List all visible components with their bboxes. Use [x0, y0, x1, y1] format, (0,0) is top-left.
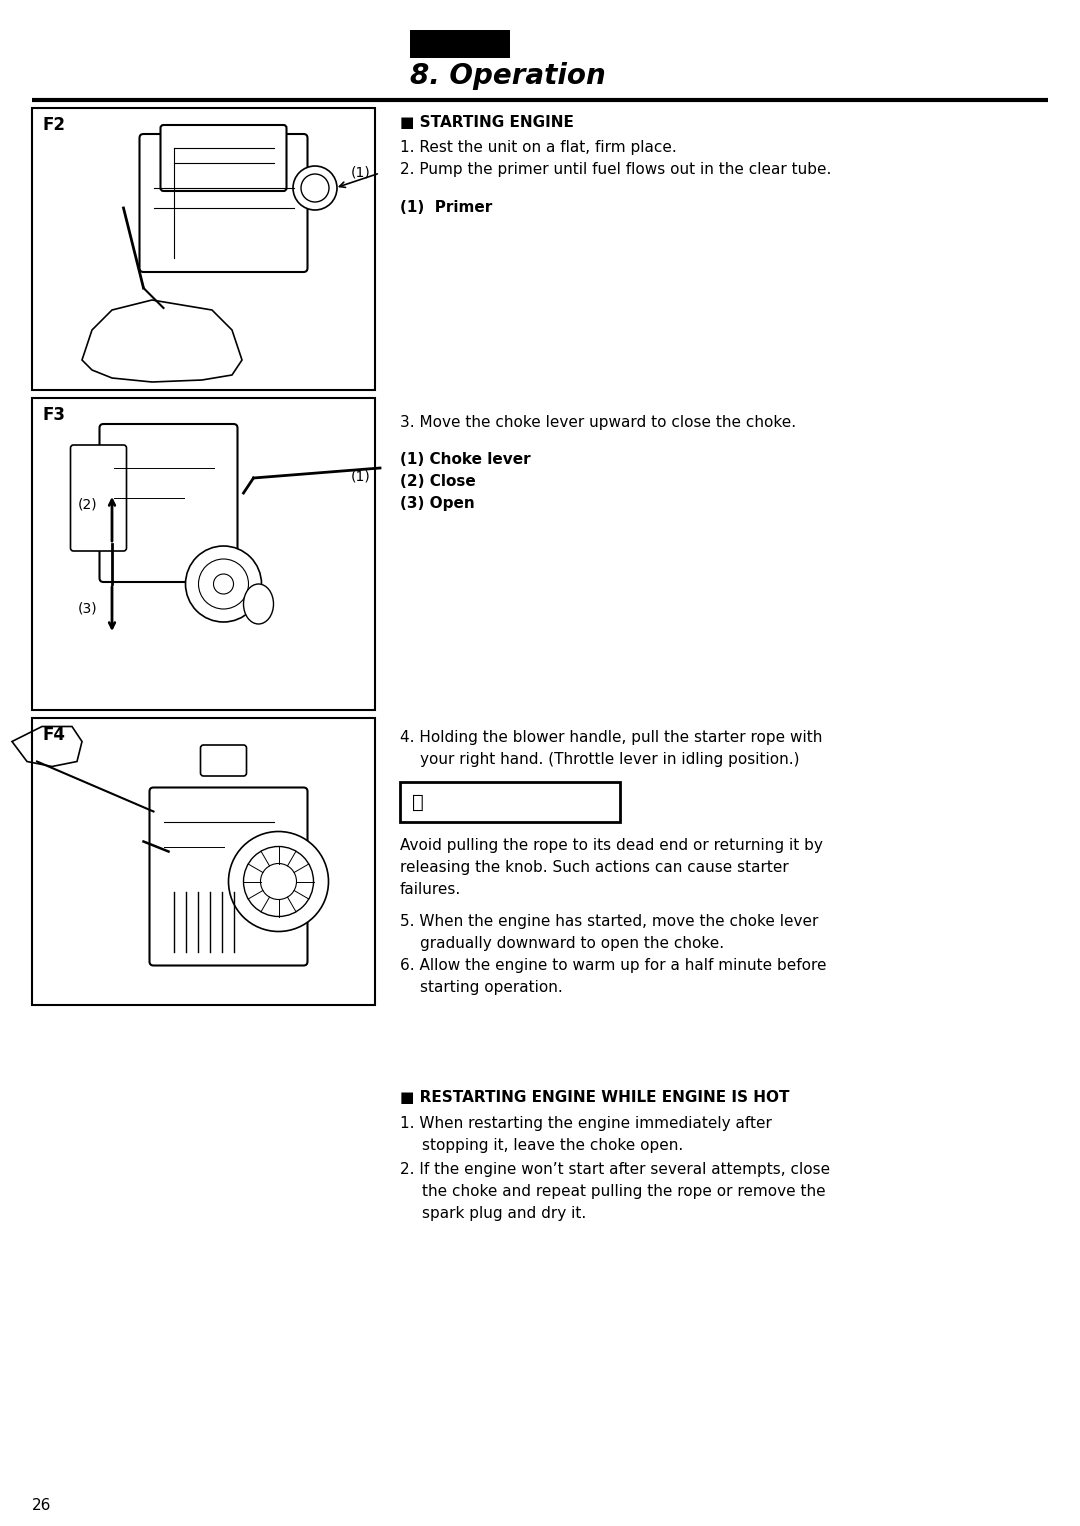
- Text: 📖: 📖: [413, 792, 423, 812]
- Circle shape: [243, 847, 313, 917]
- Circle shape: [293, 166, 337, 211]
- Text: ■ STARTING ENGINE: ■ STARTING ENGINE: [400, 114, 573, 130]
- Text: spark plug and dry it.: spark plug and dry it.: [422, 1206, 586, 1221]
- Text: (1) Choke lever: (1) Choke lever: [400, 452, 530, 467]
- Circle shape: [301, 174, 329, 201]
- Circle shape: [229, 832, 328, 931]
- Text: stopping it, leave the choke open.: stopping it, leave the choke open.: [422, 1138, 684, 1154]
- Text: (3) Open: (3) Open: [400, 496, 475, 511]
- FancyBboxPatch shape: [99, 424, 238, 581]
- Text: releasing the knob. Such actions can cause starter: releasing the knob. Such actions can cau…: [400, 861, 788, 874]
- Text: gradually downward to open the choke.: gradually downward to open the choke.: [420, 935, 724, 951]
- Text: 2. If the engine won’t start after several attempts, close: 2. If the engine won’t start after sever…: [400, 1161, 831, 1177]
- Text: 1. Rest the unit on a flat, firm place.: 1. Rest the unit on a flat, firm place.: [400, 140, 677, 156]
- FancyBboxPatch shape: [70, 446, 126, 551]
- Text: F4: F4: [42, 726, 65, 745]
- Text: starting operation.: starting operation.: [420, 980, 563, 995]
- Bar: [32, 108, 375, 391]
- Text: 2. Pump the primer until fuel flows out in the clear tube.: 2. Pump the primer until fuel flows out …: [400, 162, 832, 177]
- Bar: [400, 781, 620, 823]
- Text: English: English: [429, 38, 491, 52]
- FancyBboxPatch shape: [161, 125, 286, 191]
- Text: 5. When the engine has started, move the choke lever: 5. When the engine has started, move the…: [400, 914, 819, 929]
- Text: 3. Move the choke lever upward to close the choke.: 3. Move the choke lever upward to close …: [400, 415, 796, 430]
- FancyBboxPatch shape: [139, 134, 308, 272]
- Bar: [32, 398, 375, 710]
- Circle shape: [199, 559, 248, 609]
- FancyBboxPatch shape: [201, 745, 246, 777]
- Text: 8. Operation: 8. Operation: [410, 63, 606, 90]
- Text: 4. Holding the blower handle, pull the starter rope with: 4. Holding the blower handle, pull the s…: [400, 729, 822, 745]
- Text: (2): (2): [78, 497, 97, 511]
- Text: your right hand. (Throttle lever in idling position.): your right hand. (Throttle lever in idli…: [420, 752, 799, 768]
- Text: NOTE: NOTE: [470, 794, 525, 810]
- Text: F2: F2: [42, 116, 65, 134]
- Text: failures.: failures.: [400, 882, 461, 897]
- Circle shape: [260, 864, 297, 899]
- Ellipse shape: [243, 584, 273, 624]
- Text: (2) Close: (2) Close: [400, 475, 476, 488]
- Text: Avoid pulling the rope to its dead end or returning it by: Avoid pulling the rope to its dead end o…: [400, 838, 823, 853]
- Text: 6. Allow the engine to warm up for a half minute before: 6. Allow the engine to warm up for a hal…: [400, 958, 826, 974]
- Text: the choke and repeat pulling the rope or remove the: the choke and repeat pulling the rope or…: [422, 1184, 825, 1199]
- FancyBboxPatch shape: [149, 787, 308, 966]
- Bar: [410, 31, 510, 58]
- Bar: [32, 719, 375, 1006]
- Text: 1. When restarting the engine immediately after: 1. When restarting the engine immediatel…: [400, 1116, 772, 1131]
- Text: (1): (1): [350, 166, 370, 180]
- Text: ■ RESTARTING ENGINE WHILE ENGINE IS HOT: ■ RESTARTING ENGINE WHILE ENGINE IS HOT: [400, 1090, 789, 1105]
- Text: F3: F3: [42, 406, 65, 424]
- Text: 26: 26: [32, 1499, 52, 1512]
- Text: (3): (3): [78, 601, 97, 617]
- Circle shape: [214, 574, 233, 594]
- Text: (1)  Primer: (1) Primer: [400, 200, 492, 215]
- Circle shape: [186, 546, 261, 623]
- Text: (1): (1): [350, 468, 370, 484]
